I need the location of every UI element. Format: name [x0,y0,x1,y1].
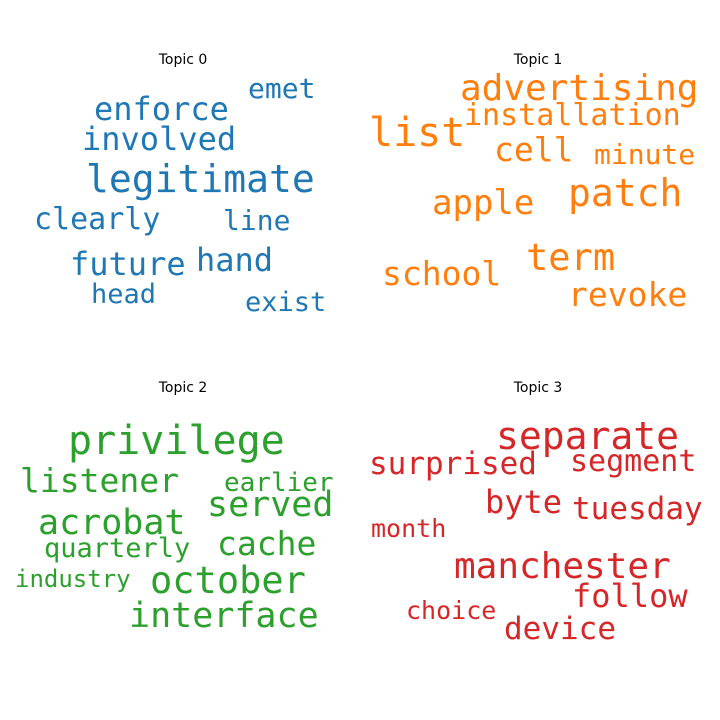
topic-0-word-enforce: enforce [94,90,229,128]
topic-0-word-future: future [70,245,186,283]
topic-2-title: Topic 2 [158,380,208,396]
topic-2-word-cache: cache [217,524,317,563]
topic-1-word-patch: patch [568,171,683,215]
topic-0-word-line: line [223,204,291,237]
topic-0-word-head: head [91,279,157,310]
topic-1-word-cell: cell [494,130,574,169]
topic-3-word-month: month [371,514,447,543]
topic-1-word-school: school [382,254,502,293]
topic-0-word-involved: involved [82,120,237,158]
topic-2-word-privilege: privilege [68,418,285,464]
topic-2-word-quarterly: quarterly [44,533,191,564]
topic-3-word-byte: byte [485,483,563,521]
topic-0-word-exist: exist [245,287,327,318]
topic-1-word-installation: installation [464,98,681,133]
topic-2-word-acrobat: acrobat [38,503,186,543]
topic-1-word-term: term [526,236,616,279]
topic-3-word-manchester: manchester [454,546,671,587]
topic-1-word-minute: minute [594,138,696,171]
topic-0-word-emet: emet [248,72,316,105]
topic-3-word-tuesday: tuesday [572,491,703,527]
topic-1-word-advertising: advertising [460,68,699,109]
topic-3-word-separate: separate [496,414,680,458]
topic-3-word-surprised: surprised [369,446,537,482]
topic-2-word-earlier: earlier [224,468,334,498]
topic-1-word-revoke: revoke [568,275,688,314]
topic-2-word-october: october [150,559,306,602]
topic-3-word-choice: choice [406,596,497,625]
topic-3-word-device: device [504,611,616,647]
topic-1-word-list: list [369,110,466,156]
topic-3-title: Topic 3 [513,380,563,396]
topic-1-title: Topic 1 [513,52,563,68]
topic-2-word-served: served [207,485,334,525]
topic-3-word-segment: segment [570,444,697,479]
topic-0-word-legitimate: legitimate [86,157,315,201]
topic-2-word-interface: interface [129,596,319,636]
topic-0-title: Topic 0 [158,52,208,68]
topic-2-word-listener: listener [20,461,179,500]
topic-0-word-clearly: clearly [34,202,161,237]
topic-3-word-follow: follow [572,577,688,615]
topic-1-word-apple: apple [432,183,535,223]
topic-0-word-hand: hand [196,241,274,279]
topic-2-word-industry: industry [15,565,131,593]
